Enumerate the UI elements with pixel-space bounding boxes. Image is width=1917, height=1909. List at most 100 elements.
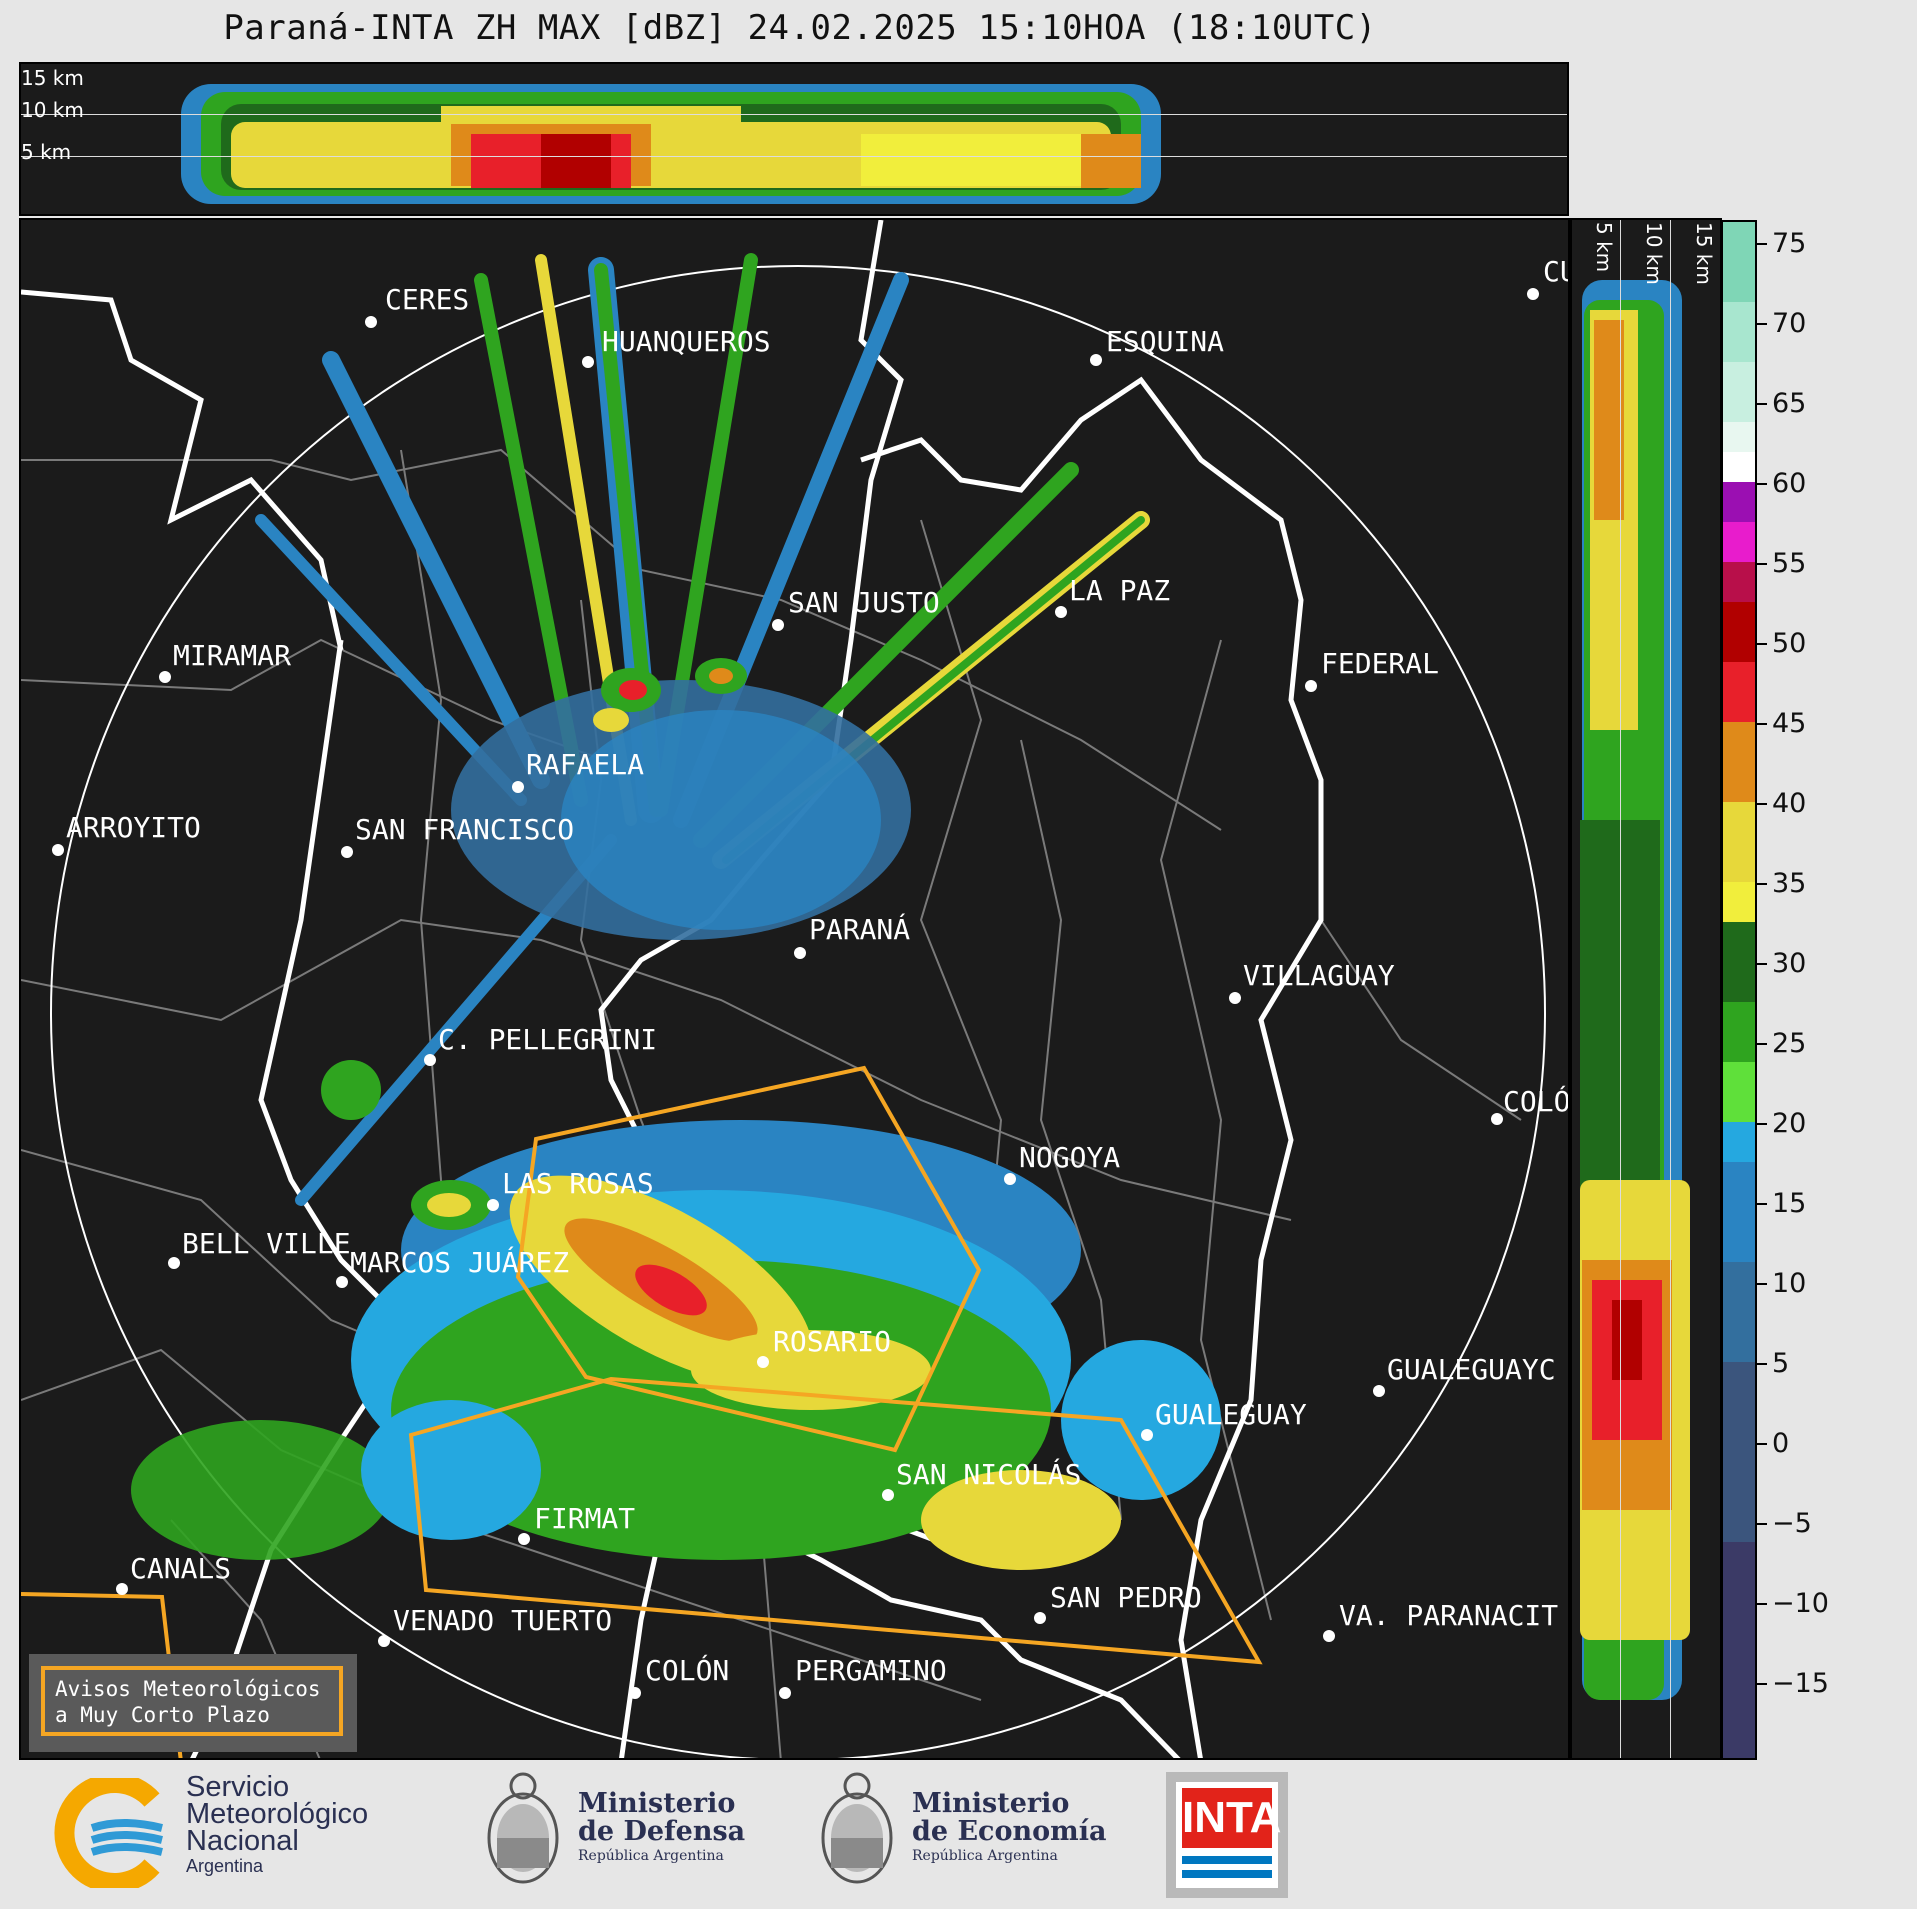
city-label: ARROYITO	[66, 811, 201, 844]
city-label: SAN FRANCISCO	[355, 813, 575, 846]
city-label: PERGAMINO	[795, 1654, 947, 1687]
warning-legend: Avisos Meteorológicos a Muy Corto Plazo	[29, 1654, 357, 1752]
colorbar-tick-label: 10	[1772, 1268, 1807, 1299]
city-dot	[52, 844, 64, 856]
colorbar-tick-label: 55	[1772, 548, 1807, 579]
right-alt-label-15km: 15 km	[1692, 222, 1716, 285]
colorbar-tick	[1757, 1523, 1767, 1525]
colorbar-tick-label: −5	[1772, 1508, 1812, 1539]
colorbar-tick-label: 70	[1772, 308, 1807, 339]
city-dot	[1323, 1630, 1335, 1642]
city-dot	[378, 1635, 390, 1647]
city-label: HUANQUEROS	[602, 325, 771, 358]
city-label: GUALEGUAYC	[1387, 1353, 1556, 1386]
colorbar-tick-label: 20	[1772, 1108, 1807, 1139]
top-cross-section: 15 km 10 km 5 km	[19, 62, 1569, 216]
top-alt-label-10km: 10 km	[21, 98, 84, 122]
colorbar-tick	[1757, 1123, 1767, 1125]
city-dot	[424, 1054, 436, 1066]
colorbar-tick-label: 50	[1772, 628, 1807, 659]
colorbar-tick-label: −15	[1772, 1668, 1829, 1699]
city-label: CU	[1543, 255, 1568, 288]
city-label: SAN NICOLÁS	[896, 1458, 1082, 1491]
colorbar-tick	[1757, 963, 1767, 965]
dbz-colorbar-scale	[1723, 222, 1755, 1758]
inta-logo-text: INTA	[1182, 1788, 1281, 1848]
city-label: ESQUINA	[1106, 325, 1225, 358]
right-alt-label-10km: 10 km	[1642, 222, 1666, 285]
smn-logo-icon	[54, 1778, 163, 1888]
city-label: PARANÁ	[809, 913, 911, 946]
city-label: BELL VILLE	[182, 1227, 351, 1260]
colorbar-tick-label: 45	[1772, 708, 1807, 739]
city-dot	[336, 1276, 348, 1288]
colorbar-tick	[1757, 1283, 1767, 1285]
city-dot	[629, 1687, 641, 1699]
colorbar-tick-label: 0	[1772, 1428, 1790, 1459]
defensa-logo-line3: República Argentina	[578, 1848, 724, 1864]
colorbar-tick-label: 40	[1772, 788, 1807, 819]
colorbar-tick	[1757, 803, 1767, 805]
colorbar-tick	[1757, 563, 1767, 565]
city-dot	[1090, 354, 1102, 366]
colorbar-tick	[1757, 1043, 1767, 1045]
footer-logos: Servicio Meteorológico Nacional Argentin…	[0, 1760, 1917, 1909]
colorbar-tick-label: 65	[1772, 388, 1807, 419]
warning-legend-line1: Avisos Meteorológicos	[55, 1677, 321, 1701]
radar-map-svg	[21, 220, 1546, 1758]
city-label: CERES	[385, 283, 470, 316]
colorbar-tick	[1757, 1363, 1767, 1365]
city-label: SAN PEDRO	[1050, 1581, 1202, 1614]
city-label: C. PELLEGRINI	[438, 1023, 658, 1056]
smn-logo-line4: Argentina	[186, 1856, 264, 1876]
colorbar-tick-label: 5	[1772, 1348, 1790, 1379]
top-alt-label-5km: 5 km	[21, 140, 72, 164]
right-alt-label-5km: 5 km	[1592, 222, 1616, 273]
city-label: CANALS	[130, 1552, 232, 1585]
city-dot	[1373, 1385, 1385, 1397]
city-dot	[1034, 1612, 1046, 1624]
radar-map: CERES HUANQUEROS ESQUINA CU SAN JUSTO LA…	[19, 218, 1570, 1760]
colorbar-tick	[1757, 403, 1767, 405]
city-dot	[757, 1356, 769, 1368]
city-dot	[168, 1257, 180, 1269]
coat-of-arms-defensa-icon	[487, 1772, 559, 1884]
economia-logo-line3: República Argentina	[912, 1848, 1058, 1864]
colorbar-tick	[1757, 1203, 1767, 1205]
colorbar-tick-label: 35	[1772, 868, 1807, 899]
city-label: NOGOYA	[1019, 1141, 1121, 1174]
chart-title: Paraná-INTA ZH MAX [dBZ] 24.02.2025 15:1…	[223, 8, 1377, 48]
city-label: GUALEGUAY	[1155, 1398, 1307, 1431]
city-dot	[365, 316, 377, 328]
city-dot	[1305, 680, 1317, 692]
city-dot	[116, 1583, 128, 1595]
city-dot	[582, 356, 594, 368]
city-dot	[512, 781, 524, 793]
city-label: MARCOS JUÁREZ	[350, 1246, 570, 1279]
colorbar-tick-label: 75	[1772, 228, 1807, 259]
city-label: FIRMAT	[534, 1502, 636, 1535]
colorbar-tick	[1757, 243, 1767, 245]
city-dot	[1527, 288, 1539, 300]
colorbar-tick	[1757, 1443, 1767, 1445]
warning-legend-line2: a Muy Corto Plazo	[55, 1703, 270, 1727]
city-label: COLÓN	[645, 1654, 730, 1687]
city-label: COLÓ	[1503, 1085, 1570, 1118]
right-cross-section: 5 km 10 km 15 km	[1570, 218, 1722, 1760]
colorbar-tick	[1757, 643, 1767, 645]
city-label: ROSARIO	[773, 1325, 892, 1358]
city-label: VILLAGUAY	[1243, 959, 1395, 992]
city-label: MIRAMAR	[173, 639, 292, 672]
city-dot	[882, 1489, 894, 1501]
city-dot	[518, 1533, 530, 1545]
city-label: RAFAELA	[526, 748, 645, 781]
city-dot	[341, 846, 353, 858]
colorbar-tick	[1757, 883, 1767, 885]
city-label: SAN JUSTO	[788, 586, 940, 619]
city-dot	[1141, 1429, 1153, 1441]
top-cross-section-echo	[181, 84, 1161, 204]
colorbar-tick-label: −10	[1772, 1588, 1829, 1619]
city-dot	[772, 619, 784, 631]
dbz-colorbar	[1721, 220, 1757, 1760]
city-dot	[779, 1687, 791, 1699]
